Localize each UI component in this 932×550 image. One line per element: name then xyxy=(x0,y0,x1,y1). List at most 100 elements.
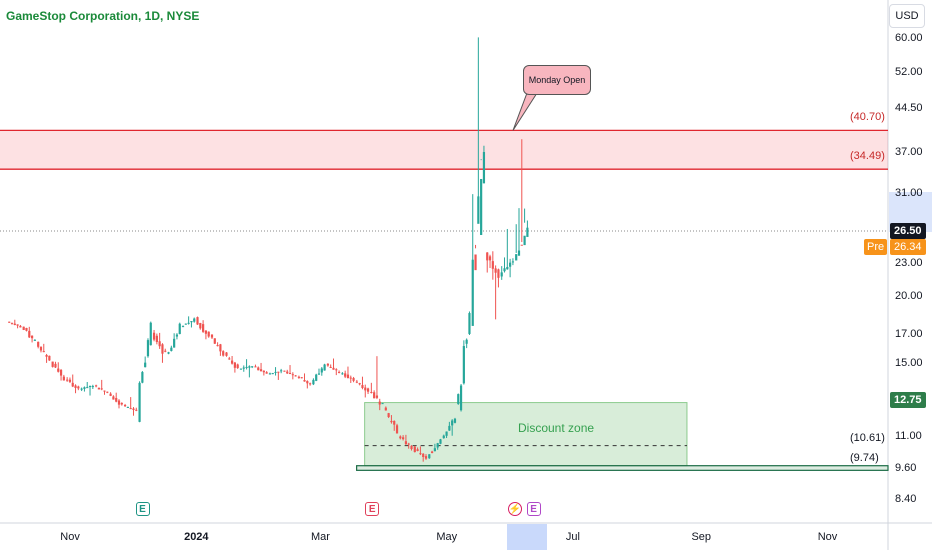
candle-body xyxy=(335,369,338,371)
candle-body xyxy=(500,272,503,277)
candle-body xyxy=(428,454,431,459)
currency-button[interactable]: USD xyxy=(889,4,925,28)
earnings-event-icon[interactable]: E xyxy=(365,502,380,516)
level-label: (40.70) xyxy=(850,111,885,124)
candle-body xyxy=(523,235,526,246)
candle-body xyxy=(433,448,436,452)
price-tick-label: 15.00 xyxy=(895,357,923,370)
candle-body xyxy=(28,330,31,338)
candle-body xyxy=(167,352,170,354)
candle-body xyxy=(230,360,234,364)
candle-body xyxy=(419,453,422,455)
candle-body xyxy=(468,313,471,334)
candle-body xyxy=(329,366,332,368)
candle-body xyxy=(181,326,185,328)
candle-body xyxy=(486,252,489,261)
candle-body xyxy=(123,404,127,407)
candle-body xyxy=(132,408,135,410)
price-tick-label: 9.60 xyxy=(895,462,917,475)
candle-body xyxy=(8,321,11,323)
candle-body xyxy=(358,383,361,385)
candle-body xyxy=(373,392,376,399)
level-label: (34.49) xyxy=(850,150,885,163)
candle-body xyxy=(173,338,176,348)
time-tick-label: May xyxy=(436,531,458,543)
candle-body xyxy=(416,449,419,451)
candle-body xyxy=(352,378,355,381)
candle-body xyxy=(378,401,381,405)
candle-body xyxy=(106,391,109,393)
candle-body xyxy=(95,385,98,387)
candle-body xyxy=(355,381,358,383)
candle-body xyxy=(488,256,492,261)
candle-body xyxy=(257,367,260,371)
price-tick-label: 17.00 xyxy=(895,328,923,341)
price-tick-label: 37.00 xyxy=(895,145,923,158)
resistance-zone xyxy=(0,130,888,170)
chart-title[interactable]: GameStop Corporation, 1D, NYSE xyxy=(6,9,200,23)
candle-body xyxy=(306,381,309,384)
candle-body xyxy=(384,407,387,411)
candle-body xyxy=(103,390,106,392)
candle-body xyxy=(51,361,54,367)
zone-level-badge: 12.75 xyxy=(890,392,926,408)
time-tick-label: Nov xyxy=(60,531,80,543)
candle-body xyxy=(511,261,515,263)
monday-open-callout[interactable]: Monday Open xyxy=(523,65,591,95)
candle-body xyxy=(117,400,121,405)
candle-body xyxy=(138,382,141,422)
price-tick-label: 44.50 xyxy=(895,102,923,115)
candle-body xyxy=(219,344,222,352)
candle-body xyxy=(144,362,147,368)
candle-body xyxy=(126,406,129,408)
earnings-event-icon[interactable]: E xyxy=(526,502,541,516)
time-tick-label: Mar xyxy=(310,531,330,543)
time-tick-label: 2024 xyxy=(184,531,209,543)
candle-body xyxy=(375,395,379,398)
candle-body xyxy=(424,456,428,459)
candle-body xyxy=(436,443,439,448)
candle-body xyxy=(404,441,408,445)
candle-body xyxy=(236,364,239,369)
candle-body xyxy=(190,321,193,323)
candle-body xyxy=(196,317,199,325)
candle-body xyxy=(506,266,509,270)
price-tick-label: 8.40 xyxy=(895,493,917,506)
candle-body xyxy=(462,346,465,384)
candle-body xyxy=(517,250,521,256)
candle-body xyxy=(120,402,123,405)
candle-body xyxy=(520,244,523,246)
candle-body xyxy=(233,362,236,368)
candle-body xyxy=(245,366,248,368)
candle-body xyxy=(216,345,219,347)
candle-body xyxy=(42,351,45,353)
split-event-icon[interactable]: ⚡ xyxy=(508,502,522,516)
candle-body xyxy=(312,379,315,385)
candle-body xyxy=(242,367,245,369)
candle-body xyxy=(303,380,306,382)
discount-zone-label[interactable]: Discount zone xyxy=(516,421,597,435)
candle-body xyxy=(251,366,254,368)
candle-body xyxy=(135,409,138,411)
candle-body xyxy=(22,326,25,330)
price-tick-label: 11.00 xyxy=(895,430,922,443)
last-price-badge: 26.50 xyxy=(890,223,926,239)
candle-body xyxy=(204,330,208,334)
candle-body xyxy=(91,386,94,388)
candle-body xyxy=(346,374,350,378)
candle-body xyxy=(97,387,101,390)
candle-body xyxy=(317,373,321,375)
candle-body xyxy=(77,386,80,389)
candle-body xyxy=(341,373,344,375)
candle-body xyxy=(161,344,164,354)
candle-body xyxy=(320,368,323,373)
candle-body xyxy=(393,420,396,425)
candle-body xyxy=(262,370,265,373)
candle-body xyxy=(422,453,425,457)
candle-body xyxy=(453,418,457,423)
candle-body xyxy=(459,385,463,411)
candle-body xyxy=(399,436,402,439)
earnings-event-icon[interactable]: E xyxy=(135,502,150,516)
candle-body xyxy=(283,370,286,372)
